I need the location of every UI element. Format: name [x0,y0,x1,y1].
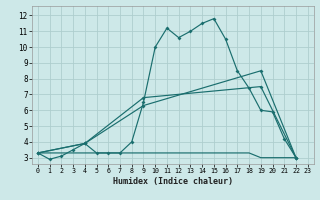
X-axis label: Humidex (Indice chaleur): Humidex (Indice chaleur) [113,177,233,186]
